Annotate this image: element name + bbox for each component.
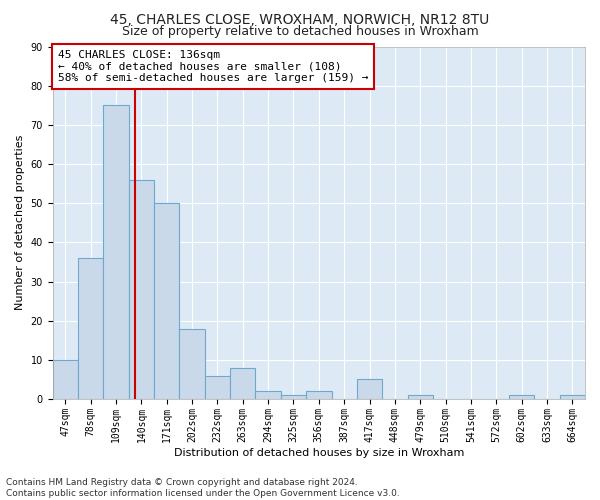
Bar — [357, 380, 382, 399]
Bar — [281, 395, 306, 399]
Bar — [129, 180, 154, 399]
Bar — [179, 328, 205, 399]
Bar — [306, 391, 332, 399]
Bar — [509, 395, 535, 399]
Bar — [560, 395, 585, 399]
Text: Contains HM Land Registry data © Crown copyright and database right 2024.
Contai: Contains HM Land Registry data © Crown c… — [6, 478, 400, 498]
Bar — [78, 258, 103, 399]
Y-axis label: Number of detached properties: Number of detached properties — [15, 135, 25, 310]
Text: 45, CHARLES CLOSE, WROXHAM, NORWICH, NR12 8TU: 45, CHARLES CLOSE, WROXHAM, NORWICH, NR1… — [110, 12, 490, 26]
Bar — [103, 106, 129, 399]
Bar — [256, 391, 281, 399]
Bar — [230, 368, 256, 399]
Bar — [407, 395, 433, 399]
Bar — [154, 203, 179, 399]
Text: Size of property relative to detached houses in Wroxham: Size of property relative to detached ho… — [122, 25, 478, 38]
X-axis label: Distribution of detached houses by size in Wroxham: Distribution of detached houses by size … — [173, 448, 464, 458]
Bar — [53, 360, 78, 399]
Bar — [205, 376, 230, 399]
Text: 45 CHARLES CLOSE: 136sqm
← 40% of detached houses are smaller (108)
58% of semi-: 45 CHARLES CLOSE: 136sqm ← 40% of detach… — [58, 50, 368, 83]
